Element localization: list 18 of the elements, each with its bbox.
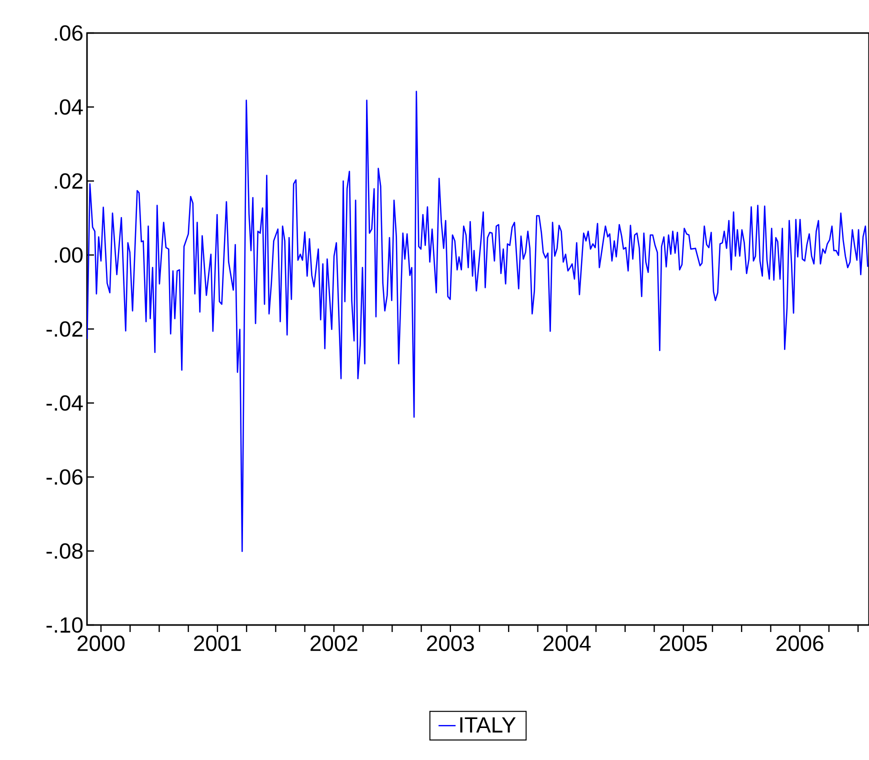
y-tick-label: .06 — [54, 25, 83, 41]
y-tick-label: .02 — [54, 173, 82, 189]
x-tick-label: 2004 — [544, 636, 591, 652]
x-tick-label: 2001 — [194, 636, 241, 652]
line-series — [87, 90, 868, 552]
y-tick-label: -.08 — [46, 543, 83, 559]
x-tick-label: 2003 — [427, 636, 474, 652]
x-tick-label: 2005 — [660, 636, 707, 652]
y-tick-label: -.02 — [46, 321, 82, 337]
x-tick-label: 2002 — [310, 636, 358, 652]
y-tick-label: -.10 — [46, 617, 83, 633]
x-tick-label: 2006 — [776, 636, 824, 652]
y-tick-label: .00 — [54, 247, 83, 263]
y-tick-label: -.04 — [46, 395, 83, 411]
y-tick-label: -.06 — [46, 469, 83, 485]
y-tick-label: .04 — [54, 99, 83, 115]
x-tick-label: 2000 — [78, 636, 125, 652]
legend-label: ITALY — [460, 717, 516, 732]
